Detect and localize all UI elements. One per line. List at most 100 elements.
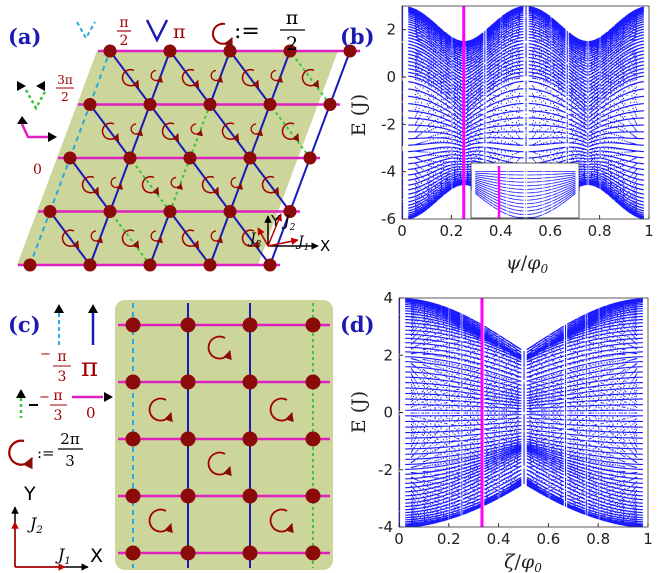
legend-3pi2-num: 3π xyxy=(57,73,73,87)
lattice-site xyxy=(24,259,37,272)
lattice-site xyxy=(264,259,277,272)
arrow-icon xyxy=(16,389,26,398)
panel-a: (a) π 2 π := π 2 3π 2 0 xyxy=(8,7,360,272)
lattice-site xyxy=(144,98,157,111)
legend-pi2-num: π xyxy=(119,15,128,31)
lattice-site xyxy=(126,318,141,333)
ylabel-b: E (J) xyxy=(348,94,370,136)
legend-3pi2-den: 2 xyxy=(61,90,69,104)
arrow-icon xyxy=(104,392,113,402)
axis-x-label-c: X xyxy=(90,545,103,567)
legend-zero-c: 0 xyxy=(86,404,96,422)
spectrum-points xyxy=(399,298,649,528)
legend-pi2-den: 2 xyxy=(120,33,129,49)
blue-bond-icon xyxy=(147,20,167,40)
y-tick-label: -2 xyxy=(381,115,396,133)
arrow-icon xyxy=(48,132,57,142)
legend-def-den: 2 xyxy=(286,33,298,55)
j1-label-a: J1 xyxy=(295,234,309,253)
lattice-site xyxy=(181,432,196,447)
y-tick-label: -2 xyxy=(378,461,393,479)
lattice-site xyxy=(243,432,258,447)
x-tick-label: 0.6 xyxy=(536,530,560,548)
lattice-site xyxy=(244,152,257,165)
x-tick-label: 0.8 xyxy=(586,530,610,548)
arrow-icon xyxy=(88,304,98,313)
lattice-site xyxy=(84,98,97,111)
x-tick-label: 0.8 xyxy=(588,222,612,240)
lattice-site xyxy=(181,546,196,561)
lattice-site xyxy=(306,375,321,390)
lattice-site xyxy=(126,432,141,447)
lattice-site xyxy=(44,205,57,218)
lattice-site xyxy=(164,205,177,218)
lattice-site xyxy=(181,318,196,333)
lattice-site xyxy=(243,489,258,504)
panel-d-label: (d) xyxy=(340,312,375,337)
j2-label-c: J2 xyxy=(27,514,43,536)
panel-a-label: (a) xyxy=(8,24,41,49)
y-tick-label: 0 xyxy=(386,68,396,86)
spectrum-d xyxy=(399,298,649,528)
lattice-site xyxy=(224,205,237,218)
panel-b: (b) 0 0.2 0.4 0.6 0.8 120-2-4-6 E (J) ψ/φ0 xyxy=(340,6,654,276)
lattice-site xyxy=(104,205,117,218)
legend-def-num: π xyxy=(286,7,299,29)
green-bond-icon xyxy=(26,90,46,108)
minus-sign: − xyxy=(40,347,51,362)
y-tick-label: 0 xyxy=(383,404,393,422)
j1-label-c: J1 xyxy=(55,545,71,567)
plaquette-flux-icon xyxy=(213,24,232,44)
lattice-site xyxy=(243,546,258,561)
legend-def-den-c: 3 xyxy=(65,452,75,470)
arrow-icon xyxy=(17,81,26,91)
lattice-site xyxy=(104,45,117,58)
x-tick-label: 1 xyxy=(644,222,654,240)
axis-x-label-a: X xyxy=(320,237,330,255)
lattice-site xyxy=(243,318,258,333)
panel-c-label: (c) xyxy=(8,312,41,337)
legend-zero: 0 xyxy=(33,162,42,178)
lattice-site xyxy=(224,45,237,58)
legend-mpi3-num: π xyxy=(53,388,62,404)
panel-c: (c) π 3 − π − π 3 0 := 2π xyxy=(8,300,333,570)
arrow-icon xyxy=(17,116,28,124)
lattice-site xyxy=(324,98,337,111)
y-tick-label: -4 xyxy=(381,163,396,181)
y-tick-label: 2 xyxy=(383,346,393,364)
lattice-site xyxy=(126,489,141,504)
lattice-c-background xyxy=(115,300,333,570)
ylabel-d: E (J) xyxy=(348,391,370,433)
xlabel-d: ζ/φ0 xyxy=(504,551,542,573)
axis-y-label-c: Y xyxy=(23,483,36,505)
lattice-site xyxy=(306,432,321,447)
legend-def: := xyxy=(234,19,260,44)
lattice-site xyxy=(304,152,317,165)
legend-mpi3-den: 3 xyxy=(54,408,63,424)
y-tick-label: 4 xyxy=(383,289,393,307)
panel-b-label: (b) xyxy=(340,24,375,49)
xlabel-b: ψ/φ0 xyxy=(506,252,549,276)
lattice-site xyxy=(181,375,196,390)
lattice-site xyxy=(124,152,137,165)
y-tick-label: 2 xyxy=(386,21,396,39)
legend-def-c: := xyxy=(37,444,55,462)
arrow-icon xyxy=(54,304,64,313)
lattice-site xyxy=(204,98,217,111)
y-tick-label: -6 xyxy=(381,210,396,228)
legend-pi-c: π xyxy=(81,353,98,383)
x-tick-label: 0.2 xyxy=(437,530,461,548)
lattice-site xyxy=(264,98,277,111)
lattice-site xyxy=(306,318,321,333)
x-tick-label: 0.2 xyxy=(439,222,463,240)
y-tick-label: -4 xyxy=(378,518,393,536)
lattice-site xyxy=(306,489,321,504)
x-tick-label: 0.4 xyxy=(487,530,511,548)
x-tick-label: 0.4 xyxy=(489,222,513,240)
lattice-site xyxy=(184,152,197,165)
lattice-site xyxy=(84,259,97,272)
plaquette-flux-icon xyxy=(9,441,32,465)
x-tick-label: 0 xyxy=(394,530,404,548)
